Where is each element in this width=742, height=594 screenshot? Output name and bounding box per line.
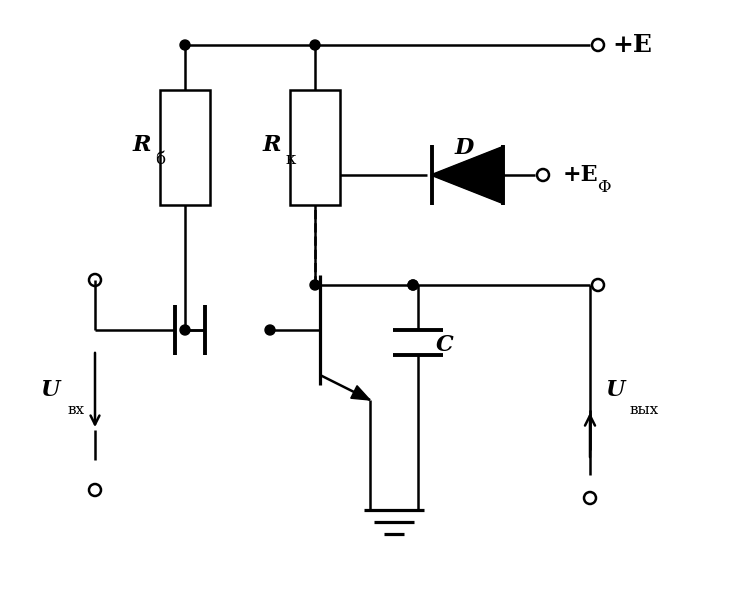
Polygon shape (432, 147, 503, 203)
Text: U: U (40, 379, 59, 401)
Text: D: D (455, 137, 474, 159)
Text: б: б (155, 151, 165, 169)
Bar (290, 90, 340, 205)
Circle shape (180, 325, 190, 335)
Bar (160, 90, 210, 205)
Text: вых: вых (630, 403, 659, 417)
Circle shape (180, 40, 190, 50)
Polygon shape (351, 386, 370, 400)
Text: +E: +E (563, 164, 599, 186)
Text: +E: +E (612, 33, 652, 57)
Text: Φ: Φ (597, 179, 611, 195)
Circle shape (408, 280, 418, 290)
Circle shape (310, 280, 320, 290)
Text: R: R (133, 134, 151, 156)
Text: вх: вх (67, 403, 84, 417)
Text: к: к (285, 151, 295, 169)
Text: R: R (263, 134, 281, 156)
Text: U: U (605, 379, 624, 401)
Circle shape (265, 325, 275, 335)
Circle shape (408, 280, 418, 290)
Text: C: C (436, 334, 454, 356)
Circle shape (310, 40, 320, 50)
